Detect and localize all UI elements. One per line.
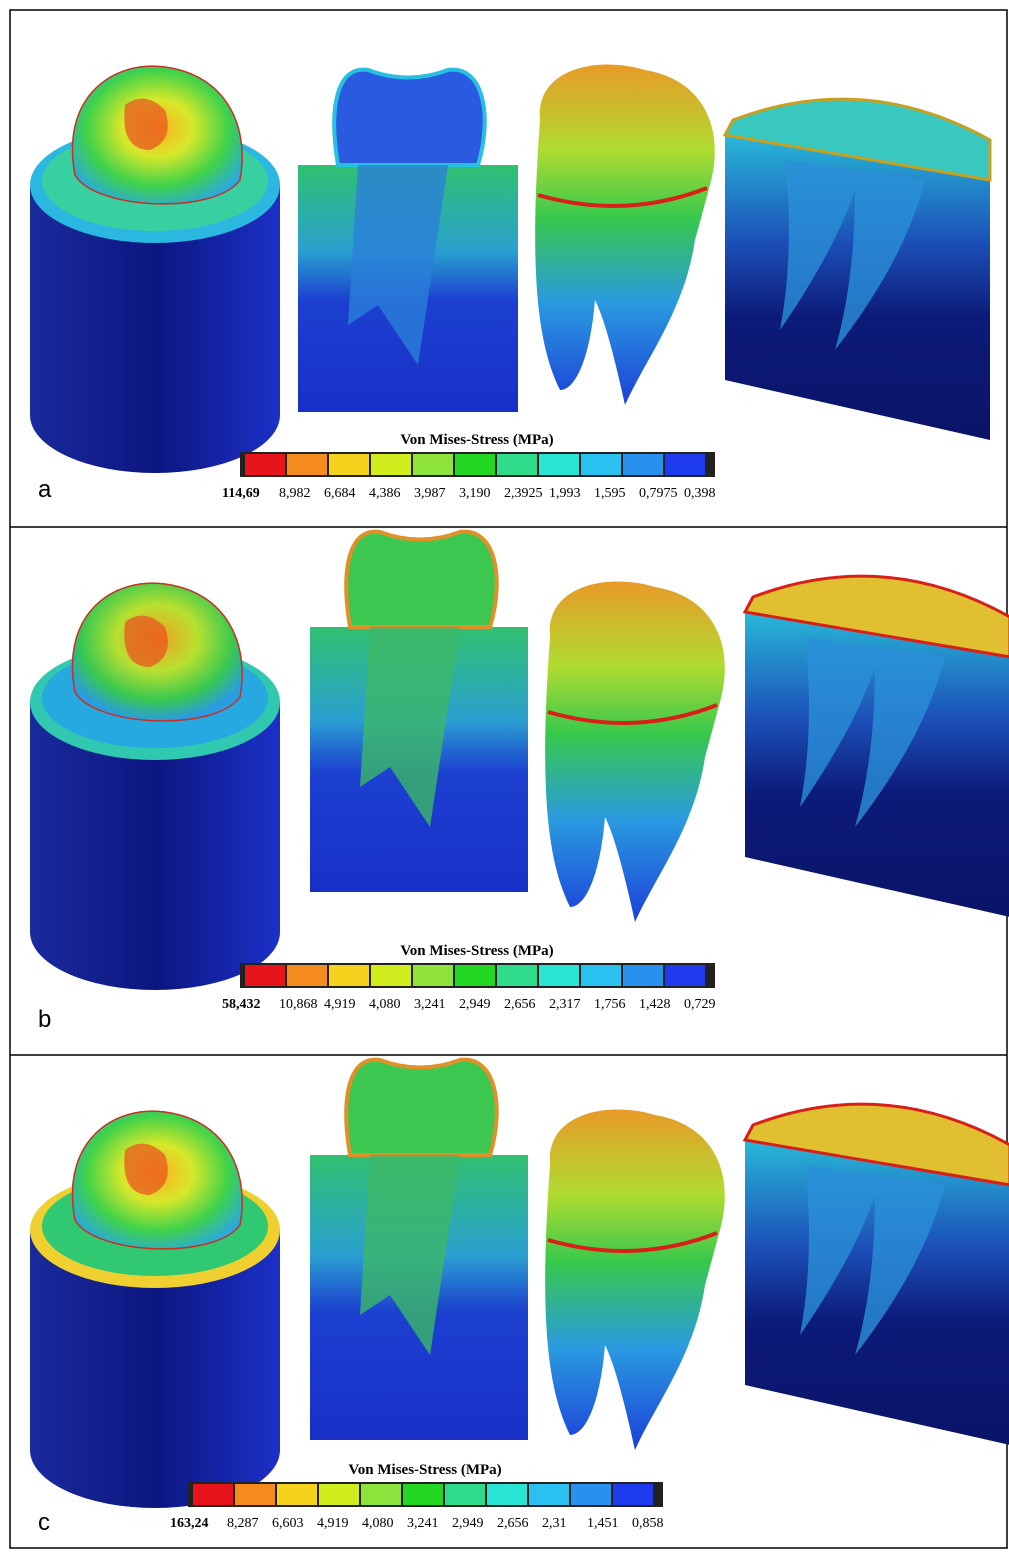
section-crown xyxy=(334,70,485,165)
legend-label: 2,656 xyxy=(504,997,536,1012)
legend-swatch xyxy=(235,1484,275,1505)
panel: Von Mises-Stress (MPa) 58,432 10,868 4,919 4… xyxy=(30,532,1009,1033)
legend-swatch xyxy=(319,1484,359,1505)
legend-swatch xyxy=(287,965,327,986)
legend-swatch xyxy=(529,1484,569,1505)
legend-swatch xyxy=(497,965,537,986)
legend-swatch xyxy=(403,1484,443,1505)
legend-swatch xyxy=(371,965,411,986)
legend-label: 4,919 xyxy=(324,997,356,1012)
legend-label: 1,451 xyxy=(587,1516,619,1531)
legend-swatch xyxy=(613,1484,653,1505)
legend-label: 6,603 xyxy=(272,1516,304,1531)
legend-swatch xyxy=(539,454,579,475)
legend-label: 4,080 xyxy=(369,997,401,1012)
legend-label: 0,858 xyxy=(632,1516,664,1531)
figure: Von Mises-Stress (MPa) 114,69 8,982 6,684 4,… xyxy=(0,0,1009,1553)
legend-swatch xyxy=(371,454,411,475)
legend-label: 114,69 xyxy=(222,486,260,501)
legend-swatch xyxy=(413,454,453,475)
legend-label: 8,982 xyxy=(279,486,311,501)
legend-label: 2,317 xyxy=(549,997,581,1012)
legend-swatch xyxy=(665,965,705,986)
panel-label: a xyxy=(38,476,52,503)
legend-swatch xyxy=(287,454,327,475)
legend-label: 1,756 xyxy=(594,997,626,1012)
legend-swatch xyxy=(581,965,621,986)
legend-swatch xyxy=(571,1484,611,1505)
legend-label: 8,287 xyxy=(227,1516,259,1531)
legend-swatch xyxy=(361,1484,401,1505)
legend-label: 4,386 xyxy=(369,486,401,501)
legend-label: 3,987 xyxy=(414,486,446,501)
legend-swatch xyxy=(665,454,705,475)
legend-label: 3,241 xyxy=(414,997,446,1012)
legend-swatch xyxy=(329,454,369,475)
legend-label: 4,080 xyxy=(362,1516,394,1531)
legend-title: Von Mises-Stress (MPa) xyxy=(348,1462,501,1478)
legend-swatch xyxy=(455,965,495,986)
legend-swatch xyxy=(413,965,453,986)
legend-label: 1,993 xyxy=(549,486,581,501)
legend-swatch xyxy=(623,965,663,986)
legend-swatch xyxy=(245,965,285,986)
tooth xyxy=(545,581,725,922)
panel: Von Mises-Stress (MPa) 114,69 8,982 6,684 4,… xyxy=(30,64,990,503)
legend-label: 1,595 xyxy=(594,486,626,501)
legend-label: 0,729 xyxy=(684,997,716,1012)
legend-label: 1,428 xyxy=(639,997,671,1012)
legend-label: 2,3925 xyxy=(504,486,543,501)
panel: Von Mises-Stress (MPa) 163,24 8,287 6,603 4,… xyxy=(30,1060,1009,1536)
legend-label: 3,190 xyxy=(459,486,491,501)
legend-label: 4,919 xyxy=(317,1516,349,1531)
legend-swatch xyxy=(539,965,579,986)
legend-swatch xyxy=(445,1484,485,1505)
legend-label: 0,7975 xyxy=(639,486,678,501)
legend-label: 3,241 xyxy=(407,1516,439,1531)
legend-swatch xyxy=(623,454,663,475)
legend-swatch xyxy=(581,454,621,475)
tooth xyxy=(545,1109,725,1450)
legend-label: 2,656 xyxy=(497,1516,529,1531)
legend-swatch xyxy=(497,454,537,475)
page: Von Mises-Stress (MPa) 114,69 8,982 6,684 4,… xyxy=(0,0,1009,1553)
legend-title: Von Mises-Stress (MPa) xyxy=(400,432,553,448)
legend-title: Von Mises-Stress (MPa) xyxy=(400,943,553,959)
legend-label: 2,949 xyxy=(452,1516,484,1531)
legend-swatch xyxy=(329,965,369,986)
legend-label: 0,398 xyxy=(684,486,716,501)
legend-swatch xyxy=(455,454,495,475)
legend-swatch xyxy=(487,1484,527,1505)
legend-label: 10,868 xyxy=(279,997,318,1012)
legend-label: 163,24 xyxy=(170,1516,209,1531)
legend-swatch xyxy=(193,1484,233,1505)
legend-swatch xyxy=(245,454,285,475)
tooth xyxy=(535,64,715,405)
legend-label: 6,684 xyxy=(324,486,356,501)
section-crown xyxy=(346,1060,497,1155)
section-crown xyxy=(346,532,497,627)
legend-swatch xyxy=(277,1484,317,1505)
panel-label: c xyxy=(38,1509,50,1536)
legend-label: 58,432 xyxy=(222,997,261,1012)
panel-label: b xyxy=(38,1006,51,1033)
legend-label: 2,949 xyxy=(459,997,491,1012)
legend-label: 2,31 xyxy=(542,1516,567,1531)
